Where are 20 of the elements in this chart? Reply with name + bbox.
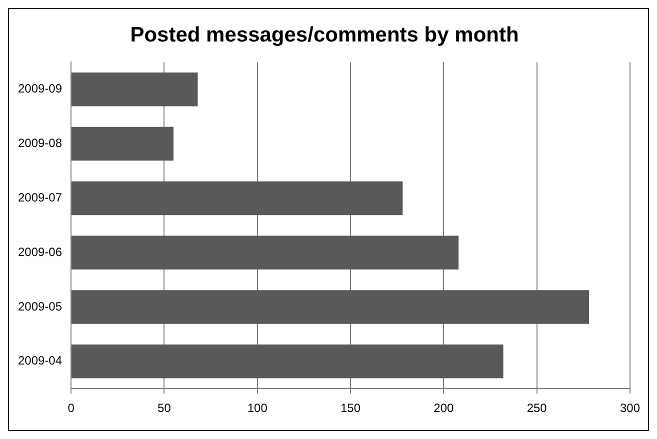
y-tick-label: 2009-05: [18, 299, 62, 314]
x-tick-label: 250: [526, 401, 548, 416]
y-tick-label: 2009-08: [18, 136, 62, 150]
x-tick-label: 0: [68, 401, 75, 416]
y-tick-label: 2009-07: [18, 190, 62, 205]
x-tick-label: 100: [247, 401, 268, 416]
bar: [72, 181, 403, 216]
x-tick-label: 50: [158, 401, 172, 416]
bar: [72, 344, 504, 378]
bar: [72, 290, 589, 324]
bar: [72, 126, 174, 161]
y-tick-label: 2009-04: [18, 354, 62, 368]
x-tick-label: 200: [434, 401, 454, 416]
bar: [72, 72, 198, 106]
y-tick-label: 2009-09: [18, 82, 62, 96]
x-tick-label: 300: [620, 401, 640, 416]
chart-title: Posted messages/comments by month: [130, 23, 519, 46]
x-tick-label: 150: [340, 401, 361, 416]
y-tick-label: 2009-06: [18, 244, 62, 259]
bar: [72, 236, 459, 270]
